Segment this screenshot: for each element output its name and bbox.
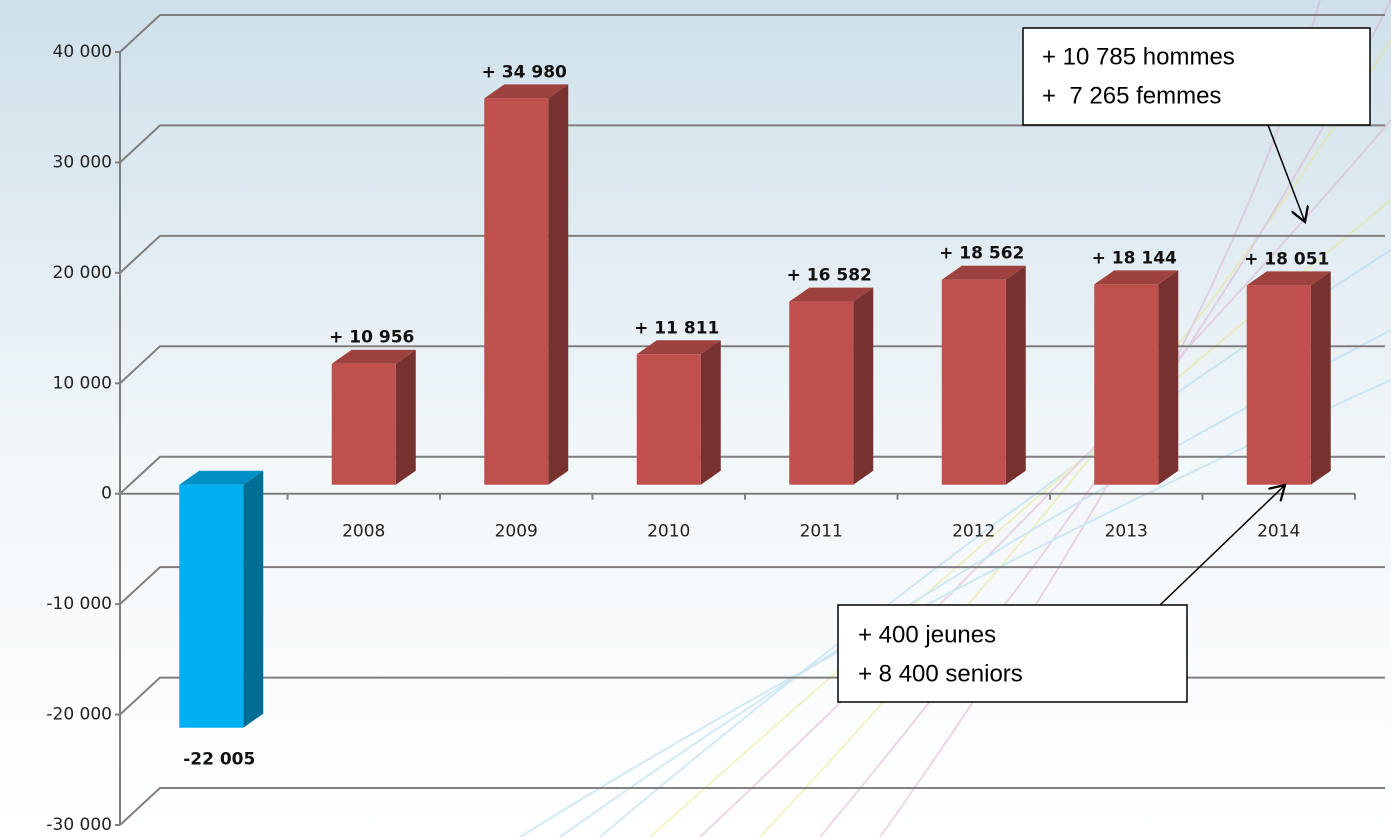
annotation-arrow: [1159, 485, 1285, 606]
annotation-box: [1022, 27, 1371, 126]
value-label: + 16 582: [787, 266, 872, 286]
bar-side: [395, 349, 416, 485]
x-tick-label: 2013: [1105, 522, 1148, 542]
annotation-box: [837, 604, 1188, 703]
value-label: + 18 144: [1092, 248, 1177, 268]
bar: [331, 363, 396, 485]
bar-top: [636, 340, 721, 355]
x-tick-label: 2012: [952, 522, 995, 542]
bar: [636, 354, 701, 485]
bar-top: [941, 265, 1026, 280]
bar-top: [331, 349, 416, 364]
value-label: + 34 980: [482, 62, 567, 82]
grid-line: [119, 234, 1385, 274]
y-tick-label: -30 000: [46, 815, 112, 835]
bar-top: [789, 287, 874, 302]
annotation-text: + 400 jeunes: [858, 621, 996, 648]
annotation-text: + 7 265 femmes: [1042, 82, 1221, 109]
grid-line: [119, 787, 1385, 826]
bar-side: [548, 84, 569, 485]
value-label: + 18 562: [939, 244, 1024, 264]
annotation-arrow: [1267, 124, 1305, 222]
value-label: + 11 811: [634, 318, 719, 338]
bar: [1246, 285, 1311, 485]
grid-line: [119, 14, 1385, 53]
value-label: -22 005: [183, 750, 255, 770]
y-tick-label: 10 000: [53, 373, 112, 393]
bar: [941, 279, 1006, 485]
x-tick-label: 2009: [495, 522, 538, 542]
bar: [484, 98, 549, 485]
plot: -30 000 -20 000 -10 000 0 10 000 20 000 30 000…: [46, 14, 1385, 835]
bar-side: [1158, 270, 1179, 485]
grid-line: [119, 124, 1385, 164]
value-label: + 18 051: [1244, 249, 1329, 269]
bar-side: [1005, 265, 1026, 485]
bar-top: [484, 84, 569, 99]
y-tick-label: 0: [101, 484, 112, 504]
y-tick-label: 20 000: [53, 263, 112, 283]
bar-side: [853, 287, 874, 485]
annotation-text: + 10 785 hommes: [1042, 43, 1235, 70]
bar-side: [1310, 271, 1331, 485]
bar-top: [1094, 270, 1179, 285]
bar-top: [1246, 271, 1331, 286]
x-tick-label: 2010: [647, 522, 690, 542]
x-tick-label: 2008: [342, 522, 385, 542]
y-tick-label: 40 000: [53, 42, 112, 62]
grid-line: [119, 566, 1385, 605]
value-label: + 10 956: [329, 328, 414, 348]
y-tick-label: 30 000: [53, 152, 112, 172]
bar-side: [700, 340, 721, 485]
y-tick-label: -20 000: [46, 705, 112, 725]
bar: [179, 484, 244, 728]
bar: [789, 301, 854, 485]
y-tick-label: -10 000: [46, 594, 112, 614]
x-tick-label: 2014: [1257, 522, 1300, 542]
annotation-text: + 8 400 seniors: [858, 660, 1023, 687]
bar: [1094, 284, 1159, 485]
x-tick-label: 2011: [800, 522, 843, 542]
bar-side: [243, 470, 264, 728]
bar-top: [179, 470, 264, 485]
